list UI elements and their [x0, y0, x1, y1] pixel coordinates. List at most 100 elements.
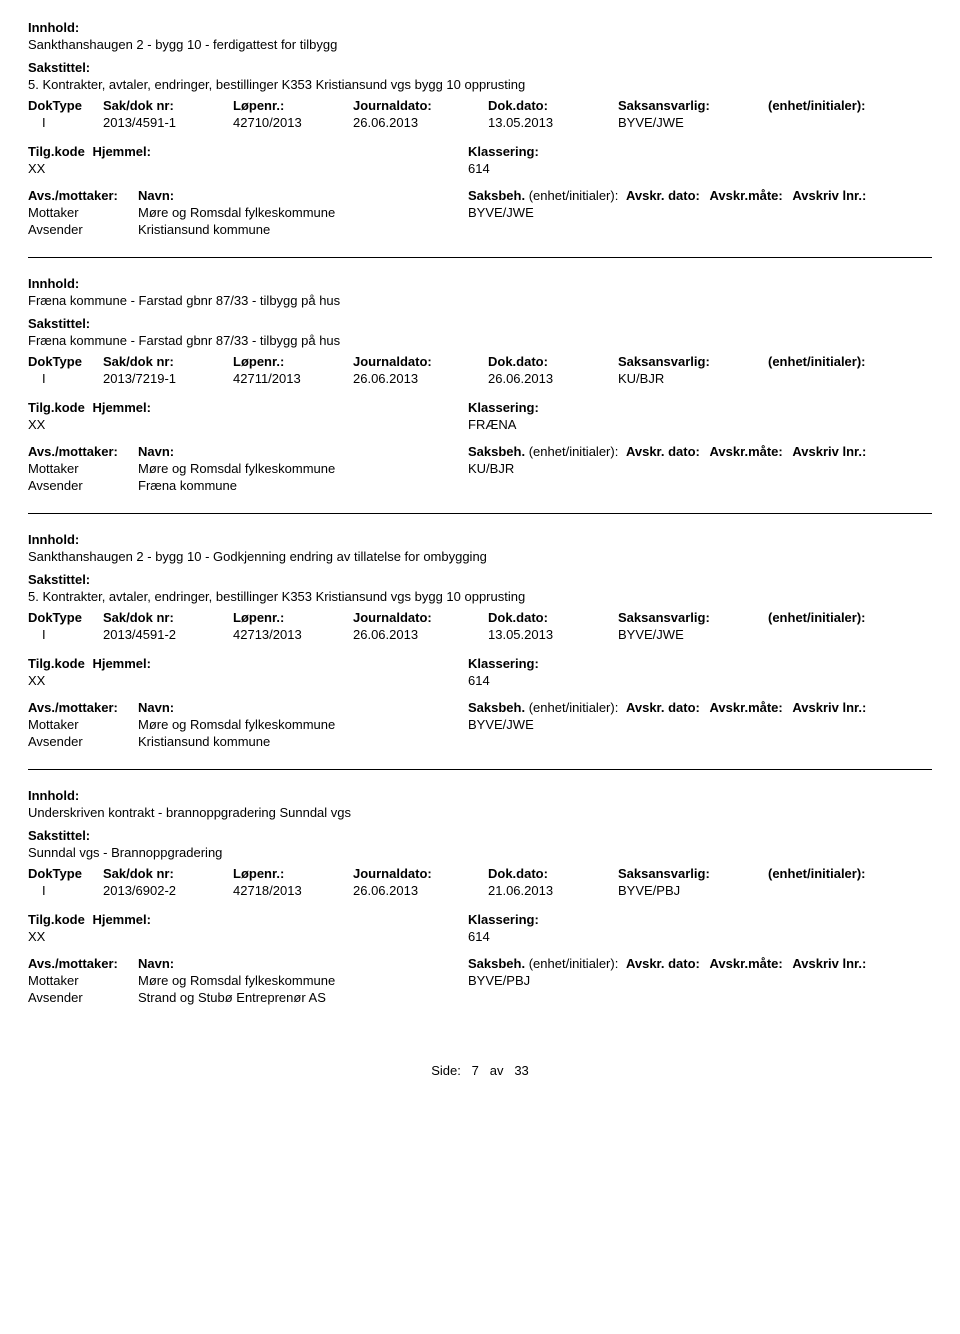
- journaldato-label: Journaldato:: [353, 354, 488, 369]
- journaldato-value: 26.06.2013: [353, 627, 488, 642]
- hjemmel-label: Hjemmel:: [92, 912, 151, 927]
- sakdoknr-label: Sak/dok nr:: [103, 98, 233, 113]
- saksansvarlig-value: BYVE/PBJ: [618, 883, 768, 898]
- saksbeh-group-label: Saksbeh. (enhet/initialer): Avskr. dato:…: [468, 700, 932, 715]
- avsender-label: Avsender: [28, 990, 138, 1005]
- hjemmel-label: Hjemmel:: [92, 400, 151, 415]
- dokdato-label: Dok.dato:: [488, 610, 618, 625]
- tilg-hjemmel-header: Tilg.kode Hjemmel: Klassering:: [28, 912, 932, 927]
- sakdoknr-label: Sak/dok nr:: [103, 610, 233, 625]
- avsender-row: Avsender Fræna kommune: [28, 478, 932, 493]
- innhold-value: Fræna kommune - Farstad gbnr 87/33 - til…: [28, 293, 932, 308]
- journaldato-value: 26.06.2013: [353, 883, 488, 898]
- sakstittel-value: Sunndal vgs - Brannoppgradering: [28, 845, 932, 860]
- tilgkode-label: Tilg.kode: [28, 400, 85, 415]
- saksbeh-value: BYVE/JWE: [468, 717, 932, 732]
- tilg-hjemmel-header: Tilg.kode Hjemmel: Klassering:: [28, 400, 932, 415]
- sakdoknr-label: Sak/dok nr:: [103, 866, 233, 881]
- doc-values-row: I 2013/4591-2 42713/2013 26.06.2013 13.0…: [28, 627, 932, 642]
- mottaker-navn: Møre og Romsdal fylkeskommune: [138, 461, 468, 476]
- mottaker-label: Mottaker: [28, 205, 138, 220]
- journal-record: Innhold: Sankthanshaugen 2 - bygg 10 - G…: [28, 532, 932, 770]
- avsmottaker-label: Avs./mottaker:: [28, 956, 138, 971]
- doktype-value: I: [28, 371, 103, 386]
- sakstittel-label: Sakstittel:: [28, 316, 932, 331]
- doktype-label: DokType: [28, 610, 103, 625]
- lopenr-label: Løpenr.:: [233, 866, 353, 881]
- doc-header-row: DokType Sak/dok nr: Løpenr.: Journaldato…: [28, 354, 932, 369]
- avsmottaker-label: Avs./mottaker:: [28, 444, 138, 459]
- innhold-label: Innhold:: [28, 532, 932, 547]
- doktype-value: I: [28, 115, 103, 130]
- lopenr-label: Løpenr.:: [233, 98, 353, 113]
- tilg-hjemmel-values: XX FRÆNA: [28, 417, 932, 432]
- journaldato-label: Journaldato:: [353, 98, 488, 113]
- page-footer: Side: 7 av 33: [28, 1063, 932, 1078]
- doktype-value: I: [28, 627, 103, 642]
- avsender-label: Avsender: [28, 222, 138, 237]
- tilg-hjemmel-values: XX 614: [28, 929, 932, 944]
- tilgkode-label: Tilg.kode: [28, 144, 85, 159]
- tilgkode-label: Tilg.kode: [28, 656, 85, 671]
- tilgkode-value: XX: [28, 929, 468, 944]
- avsender-row: Avsender Kristiansund kommune: [28, 734, 932, 749]
- journaldato-label: Journaldato:: [353, 866, 488, 881]
- doktype-label: DokType: [28, 866, 103, 881]
- lopenr-label: Løpenr.:: [233, 354, 353, 369]
- mottaker-navn: Møre og Romsdal fylkeskommune: [138, 205, 468, 220]
- saksbeh-group-label: Saksbeh. (enhet/initialer): Avskr. dato:…: [468, 188, 932, 203]
- page-total: 33: [514, 1063, 528, 1078]
- avsender-row: Avsender Kristiansund kommune: [28, 222, 932, 237]
- klassering-value: 614: [468, 929, 932, 944]
- klassering-value: 614: [468, 161, 932, 176]
- navn-label: Navn:: [138, 956, 468, 971]
- journal-record: Innhold: Fræna kommune - Farstad gbnr 87…: [28, 276, 932, 514]
- journal-record: Innhold: Sankthanshaugen 2 - bygg 10 - f…: [28, 20, 932, 258]
- innhold-value: Sankthanshaugen 2 - bygg 10 - ferdigatte…: [28, 37, 932, 52]
- lopenr-value: 42711/2013: [233, 371, 353, 386]
- navn-label: Navn:: [138, 700, 468, 715]
- tilgkode-value: XX: [28, 161, 468, 176]
- klassering-label: Klassering:: [468, 144, 932, 159]
- doc-values-row: I 2013/6902-2 42718/2013 26.06.2013 21.0…: [28, 883, 932, 898]
- avsender-label: Avsender: [28, 478, 138, 493]
- av-label: av: [490, 1063, 504, 1078]
- mottaker-label: Mottaker: [28, 973, 138, 988]
- avs-mottaker-header: Avs./mottaker: Navn: Saksbeh. (enhet/ini…: [28, 700, 932, 715]
- avsender-navn: Kristiansund kommune: [138, 222, 468, 237]
- sakdoknr-value: 2013/4591-2: [103, 627, 233, 642]
- innhold-label: Innhold:: [28, 788, 932, 803]
- hjemmel-label: Hjemmel:: [92, 144, 151, 159]
- enhet-initialer-label: (enhet/initialer):: [768, 610, 932, 625]
- mottaker-label: Mottaker: [28, 717, 138, 732]
- avsender-label: Avsender: [28, 734, 138, 749]
- avsender-navn: Strand og Stubø Entreprenør AS: [138, 990, 468, 1005]
- tilg-hjemmel-header: Tilg.kode Hjemmel: Klassering:: [28, 144, 932, 159]
- saksbeh-value: KU/BJR: [468, 461, 932, 476]
- klassering-label: Klassering:: [468, 400, 932, 415]
- saksbeh-group-label: Saksbeh. (enhet/initialer): Avskr. dato:…: [468, 444, 932, 459]
- avsmottaker-label: Avs./mottaker:: [28, 188, 138, 203]
- dokdato-value: 21.06.2013: [488, 883, 618, 898]
- journal-record: Innhold: Underskriven kontrakt - brannop…: [28, 788, 932, 1025]
- journaldato-value: 26.06.2013: [353, 115, 488, 130]
- sakstittel-label: Sakstittel:: [28, 60, 932, 75]
- saksansvarlig-label: Saksansvarlig:: [618, 610, 768, 625]
- tilg-hjemmel-values: XX 614: [28, 673, 932, 688]
- saksansvarlig-value: KU/BJR: [618, 371, 768, 386]
- tilg-hjemmel-values: XX 614: [28, 161, 932, 176]
- innhold-label: Innhold:: [28, 276, 932, 291]
- lopenr-value: 42713/2013: [233, 627, 353, 642]
- side-label: Side:: [431, 1063, 461, 1078]
- innhold-value: Sankthanshaugen 2 - bygg 10 - Godkjennin…: [28, 549, 932, 564]
- innhold-value: Underskriven kontrakt - brannoppgraderin…: [28, 805, 932, 820]
- dokdato-value: 13.05.2013: [488, 115, 618, 130]
- avsender-navn: Kristiansund kommune: [138, 734, 468, 749]
- sakdoknr-value: 2013/7219-1: [103, 371, 233, 386]
- mottaker-label: Mottaker: [28, 461, 138, 476]
- avsender-row: Avsender Strand og Stubø Entreprenør AS: [28, 990, 932, 1005]
- klassering-value: FRÆNA: [468, 417, 932, 432]
- sakdoknr-label: Sak/dok nr:: [103, 354, 233, 369]
- sakstittel-value: 5. Kontrakter, avtaler, endringer, besti…: [28, 589, 932, 604]
- avs-mottaker-header: Avs./mottaker: Navn: Saksbeh. (enhet/ini…: [28, 188, 932, 203]
